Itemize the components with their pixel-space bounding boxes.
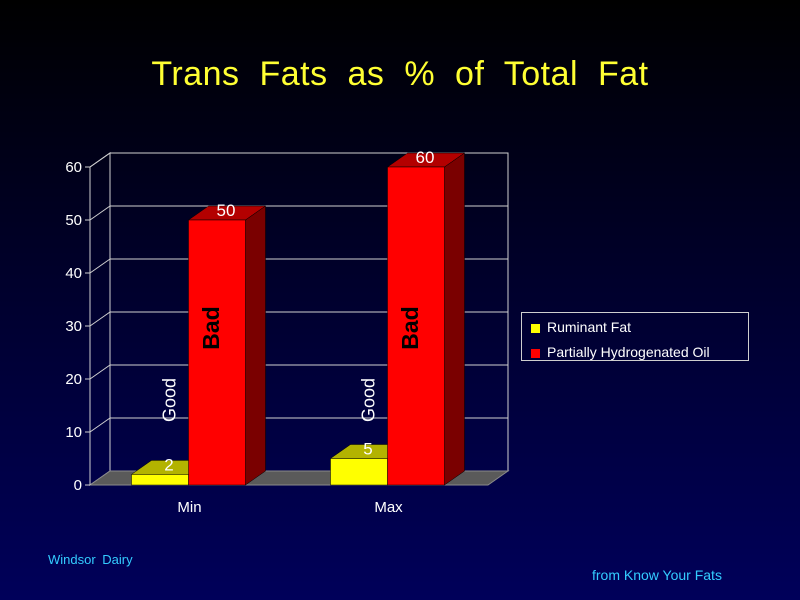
y-tick-label: 20 (65, 371, 82, 388)
gridline-side (89, 417, 111, 433)
bar-side (245, 205, 266, 486)
y-tick-label: 60 (65, 159, 82, 176)
chart-legend: Ruminant Fat Partially Hydrogenated Oil (521, 312, 749, 361)
bar-annotation: Bad (198, 306, 224, 349)
bar (330, 458, 388, 486)
data-label: 5 (363, 440, 372, 459)
bar-annotation: Good (160, 378, 180, 422)
chart-title: Trans Fats as % of Total Fat (151, 55, 649, 93)
legend-swatch-phos (531, 348, 540, 358)
y-tick-label: 0 (74, 477, 82, 494)
footer-source-right: from Know Your Fats (592, 567, 722, 583)
y-tick-label: 30 (65, 318, 82, 335)
legend-label-phos: Partially Hydrogenated Oil (547, 344, 710, 360)
legend-item-ruminant: Ruminant Fat (531, 318, 631, 336)
bar (188, 219, 246, 486)
bar (387, 166, 445, 486)
legend-swatch-ruminant (531, 323, 540, 333)
data-label: 60 (416, 148, 435, 167)
bar-annotation: Bad (397, 306, 423, 349)
y-tick-label: 40 (65, 265, 82, 282)
data-label: 50 (217, 201, 236, 220)
bar (131, 474, 189, 486)
y-tick-label: 10 (65, 424, 82, 441)
category-label: Min (177, 499, 201, 516)
gridline-side (89, 258, 111, 274)
gridline-side (89, 311, 111, 327)
y-tick-label: 50 (65, 212, 82, 229)
category-label: Max (374, 499, 403, 516)
legend-item-phos: Partially Hydrogenated Oil (531, 343, 710, 361)
bar-side (444, 152, 465, 486)
bar-annotation: Good (359, 378, 379, 422)
gridline-side (89, 364, 111, 380)
gridline-side (89, 205, 111, 221)
data-label: 2 (164, 455, 173, 474)
gridline-side (89, 152, 111, 168)
legend-label-ruminant: Ruminant Fat (547, 319, 632, 335)
footer-source-left: Windsor Dairy (48, 552, 133, 567)
